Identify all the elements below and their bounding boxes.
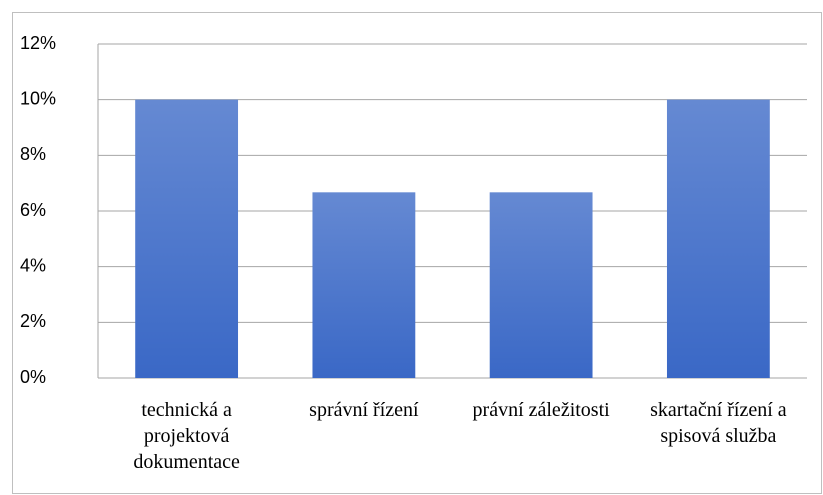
bar-shine (489, 192, 593, 378)
bar-shine (135, 99, 239, 379)
x-tick-label: právní záležitosti (472, 399, 610, 421)
x-tick-label: správní řízení (309, 399, 419, 421)
x-tick-label: skartační řízení a spisová služba (650, 399, 787, 447)
y-tick-label: 12% (20, 33, 56, 53)
y-tick-label: 4% (20, 255, 46, 275)
x-tick-label: technická a projektová dokumentace (133, 399, 240, 473)
y-tick-label: 6% (20, 200, 46, 220)
y-tick-label: 2% (20, 311, 46, 331)
bar-shine (666, 99, 770, 379)
y-tick-label: 0% (20, 367, 46, 387)
y-tick-label: 10% (20, 88, 56, 108)
bar-shine (312, 192, 416, 378)
y-tick-label: 8% (20, 144, 46, 164)
